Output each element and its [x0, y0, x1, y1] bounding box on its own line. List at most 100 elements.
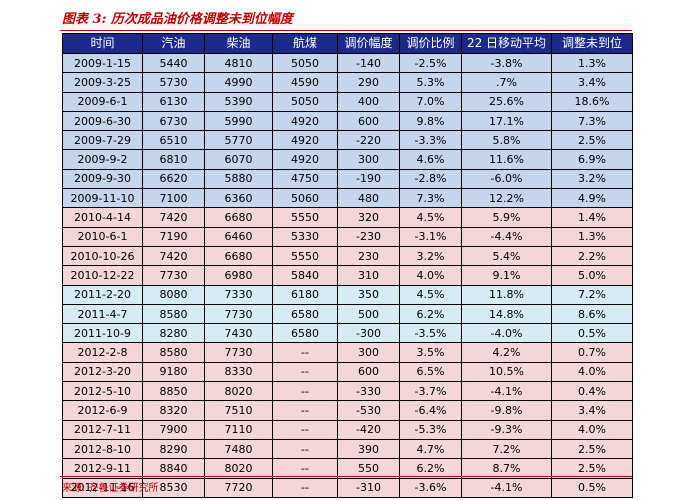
table-row: 2010-6-1 7190 6460 5330 -230 -3.1% -4.4% 1.3%: [62, 226, 633, 247]
moving-average-cell: -9.3%: [461, 419, 552, 440]
diesel-cell: 6460: [204, 226, 273, 247]
jet-fuel-cell: --: [272, 477, 338, 498]
gasoline-cell: 8290: [142, 438, 205, 460]
title-rule: [60, 30, 632, 31]
moving-average-cell: 17.1%: [461, 110, 552, 132]
ratio-cell: 9.8%: [399, 110, 462, 132]
diesel-cell: 7730: [204, 342, 273, 363]
diesel-cell: 4810: [204, 52, 273, 74]
gap-cell: 0.5%: [551, 477, 633, 498]
moving-average-cell: -6.0%: [461, 168, 552, 190]
adjustment-cell: 300: [337, 149, 400, 170]
date-cell: 2010-4-14: [62, 207, 143, 228]
table-row: 2010-4-14 7420 6680 5550 320 4.5% 5.9% 1.4%: [62, 207, 633, 228]
ratio-cell: -3.5%: [399, 323, 462, 344]
gasoline-cell: 5440: [142, 52, 205, 74]
jet-fuel-cell: 5840: [272, 265, 338, 286]
moving-average-cell: 5.8%: [461, 130, 552, 151]
moving-average-cell: 7.2%: [461, 438, 552, 460]
gap-cell: 2.5%: [551, 130, 633, 151]
gap-cell: 18.6%: [551, 91, 633, 112]
diesel-cell: 7480: [204, 438, 273, 460]
date-cell: 2010-6-1: [62, 226, 143, 247]
table-row: 2012-9-11 8840 8020 -- 550 6.2% 8.7% 2.5%: [62, 458, 633, 479]
adjustment-cell: 320: [337, 207, 400, 228]
jet-fuel-cell: 5550: [272, 207, 338, 228]
ratio-cell: 4.5%: [399, 284, 462, 305]
table-row: 2011-4-7 8580 7730 6580 500 6.2% 14.8% 8.6%: [62, 303, 633, 325]
header-gasoline: 汽油: [142, 33, 205, 54]
gap-cell: 6.9%: [551, 149, 633, 170]
diesel-cell: 5990: [204, 110, 273, 132]
adjustment-cell: 310: [337, 265, 400, 286]
diesel-cell: 6680: [204, 245, 273, 267]
table-row: 2009-3-25 5730 4990 4590 290 5.3% .7% 3.4%: [62, 72, 633, 93]
gap-cell: 2.5%: [551, 438, 633, 460]
ratio-cell: 5.3%: [399, 72, 462, 93]
moving-average-cell: -4.4%: [461, 226, 552, 247]
moving-average-cell: -4.1%: [461, 477, 552, 498]
diesel-cell: 8330: [204, 361, 273, 383]
moving-average-cell: -4.0%: [461, 323, 552, 344]
header-unadjusted-gap: 调整未到位: [551, 33, 633, 54]
diesel-cell: 5390: [204, 91, 273, 112]
gap-cell: 7.3%: [551, 110, 633, 132]
gap-cell: 0.4%: [551, 381, 633, 402]
date-cell: 2012-2-8: [62, 342, 143, 363]
diesel-cell: 7330: [204, 284, 273, 305]
adjustment-cell: 550: [337, 458, 400, 479]
adjustment-cell: -420: [337, 419, 400, 440]
jet-fuel-cell: 4920: [272, 149, 338, 170]
header-jet-fuel: 航煤: [272, 33, 338, 54]
ratio-cell: 4.5%: [399, 207, 462, 228]
ratio-cell: 4.6%: [399, 149, 462, 170]
ratio-cell: -2.8%: [399, 168, 462, 190]
gap-cell: 4.0%: [551, 419, 633, 440]
gap-cell: 0.5%: [551, 323, 633, 344]
adjustment-cell: 400: [337, 91, 400, 112]
gap-cell: 3.4%: [551, 72, 633, 93]
gap-cell: 3.4%: [551, 400, 633, 421]
diesel-cell: 7720: [204, 477, 273, 498]
gap-cell: 8.6%: [551, 303, 633, 325]
jet-fuel-cell: 5060: [272, 188, 338, 209]
jet-fuel-cell: 4920: [272, 130, 338, 151]
ratio-cell: -3.7%: [399, 381, 462, 402]
adjustment-cell: 500: [337, 303, 400, 325]
adjustment-cell: 290: [337, 72, 400, 93]
adjustment-cell: -330: [337, 381, 400, 402]
date-cell: 2012-7-11: [62, 419, 143, 440]
adjustment-cell: -300: [337, 323, 400, 344]
table-row: 2011-2-20 8080 7330 6180 350 4.5% 11.8% 7.2%: [62, 284, 633, 305]
moving-average-cell: 5.9%: [461, 207, 552, 228]
moving-average-cell: 11.6%: [461, 149, 552, 170]
date-cell: 2009-6-30: [62, 110, 143, 132]
gasoline-cell: 7900: [142, 419, 205, 440]
adjustment-cell: 600: [337, 361, 400, 383]
jet-fuel-cell: 5050: [272, 91, 338, 112]
jet-fuel-cell: --: [272, 438, 338, 460]
moving-average-cell: 4.2%: [461, 342, 552, 363]
gasoline-cell: 8580: [142, 303, 205, 325]
gasoline-cell: 6130: [142, 91, 205, 112]
ratio-cell: -3.6%: [399, 477, 462, 498]
gasoline-cell: 8580: [142, 342, 205, 363]
source-rule: [60, 476, 632, 477]
table-row: 2012-7-11 7900 7110 -- -420 -5.3% -9.3% 4.0%: [62, 419, 633, 440]
jet-fuel-cell: --: [272, 400, 338, 421]
moving-average-cell: -3.8%: [461, 52, 552, 74]
table-row: 2009-7-29 6510 5770 4920 -220 -3.3% 5.8% 2.5%: [62, 130, 633, 151]
ratio-cell: 4.7%: [399, 438, 462, 460]
ratio-cell: -3.3%: [399, 130, 462, 151]
diesel-cell: 8020: [204, 458, 273, 479]
gasoline-cell: 6810: [142, 149, 205, 170]
ratio-cell: 7.3%: [399, 188, 462, 209]
diesel-cell: 6680: [204, 207, 273, 228]
date-cell: 2009-11-10: [62, 188, 143, 209]
adjustment-cell: 390: [337, 438, 400, 460]
source-note: 来源: 齐鲁证券研究所: [62, 483, 159, 494]
table-row: 2009-6-1 6130 5390 5050 400 7.0% 25.6% 18.6%: [62, 91, 633, 112]
diesel-cell: 4990: [204, 72, 273, 93]
date-cell: 2012-8-10: [62, 438, 143, 460]
jet-fuel-cell: 5050: [272, 52, 338, 74]
